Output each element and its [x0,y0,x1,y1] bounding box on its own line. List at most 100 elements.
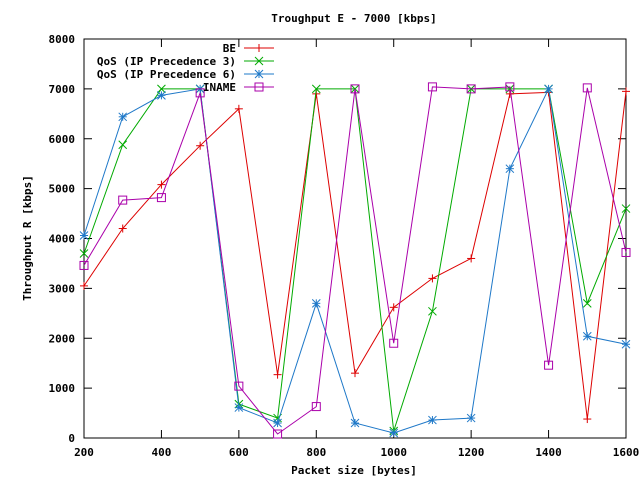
x-tick-label: 600 [229,446,249,459]
data-point [273,370,282,379]
y-tick-label: 7000 [49,83,76,96]
legend-label: QoS (IP Precedence 6) [97,68,236,81]
marker-stroke [428,306,437,316]
marker-stroke [466,413,476,423]
series-line [83,87,627,434]
marker-square [466,84,476,94]
data-point [621,247,631,257]
data-point [544,360,554,370]
x-tick-label: 400 [151,446,171,459]
legend-label: BE [223,42,236,55]
marker-square [195,88,205,98]
marker-stroke [428,415,437,425]
marker-stroke [389,428,399,438]
data-point [79,260,89,270]
marker-square [389,338,399,348]
marker-square [156,193,166,203]
data-point [273,418,282,428]
data-point [196,141,205,150]
marker-stroke [582,298,592,308]
marker-stroke [621,204,631,213]
marker-stroke [350,418,360,428]
data-point [389,428,399,438]
x-tick-label: 200 [74,446,94,459]
data-point [583,415,592,424]
y-tick-label: 0 [68,432,75,445]
chart-title: Troughput E - 7000 [kbps] [271,12,437,25]
marker-stroke [234,403,244,412]
marker-stroke [273,418,282,428]
marker-square [544,360,554,370]
data-point [582,83,592,93]
data-point [311,402,321,412]
marker-stroke [311,298,321,308]
legend-label: QoS (IP Precedence 3) [97,55,236,68]
marker-stroke [118,112,128,122]
data-point [156,193,166,203]
data-point [118,140,128,150]
marker-stroke [254,69,264,79]
data-point [157,91,166,100]
data-point [273,429,283,439]
data-point [466,413,476,423]
data-point [80,281,88,290]
series-be [80,87,630,424]
data-point [505,82,515,92]
x-tick-label: 800 [306,446,326,459]
y-axis-label: Throughput R [kbps] [21,175,34,301]
data-point [234,403,244,412]
series-line [83,86,627,435]
data-point [118,224,127,233]
marker-square [582,83,592,93]
data-point [544,84,553,94]
marker-square [273,429,283,439]
data-point [622,87,630,96]
marker-stroke [582,331,592,341]
marker-square [505,82,515,92]
data-point [157,84,166,94]
marker-square [427,82,437,92]
data-point [389,338,399,348]
marker-stroke [157,91,166,100]
marker-stroke [118,140,128,150]
data-point [582,331,592,341]
y-tick-label: 4000 [49,233,76,246]
y-tick-label: 8000 [49,33,76,46]
marker-square [311,402,321,412]
data-point [254,69,264,79]
data-point [621,204,631,213]
x-tick-label: 1400 [535,446,562,459]
marker-stroke [505,164,515,174]
marker-stroke [254,56,264,66]
data-point [157,180,166,189]
marker-stroke [79,231,89,240]
axes: 0 1000 2000 3000 4000 5000 6000 7000 8000 200 400 6… [49,33,640,459]
marker-square [118,195,128,205]
y-tick-label: 3000 [49,282,76,295]
marker-stroke [157,84,166,94]
data-point [467,254,476,263]
data-point [427,82,437,92]
data-point [389,303,398,312]
marker-stroke [79,249,89,258]
data-point [234,381,244,391]
x-axis-label: Packet size [bytes] [291,464,417,477]
data-point [582,298,592,308]
x-tick-label: 1600 [613,446,640,459]
data-point [311,298,321,308]
marker-square [621,247,631,257]
data-point [350,84,360,94]
series-qos-ip-precedence-6 [79,84,631,438]
data-point [79,249,89,258]
series-line [83,88,627,432]
data-point [195,88,205,98]
x-tick-label: 1200 [458,446,485,459]
data-point [428,306,437,316]
data-point [118,195,128,205]
y-tick-label: 6000 [49,133,76,146]
data-point [505,164,515,174]
data-point [350,418,360,428]
y-tick-label: 1000 [49,382,76,395]
